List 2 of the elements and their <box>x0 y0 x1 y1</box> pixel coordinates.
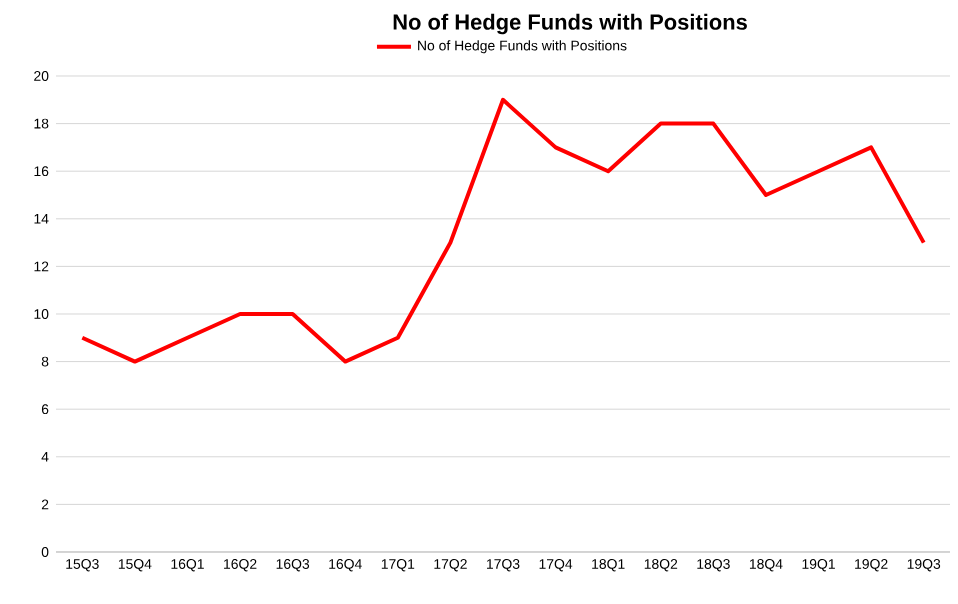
line-series <box>80 97 926 364</box>
chart-title: No of Hedge Funds with Positions <box>393 13 747 35</box>
